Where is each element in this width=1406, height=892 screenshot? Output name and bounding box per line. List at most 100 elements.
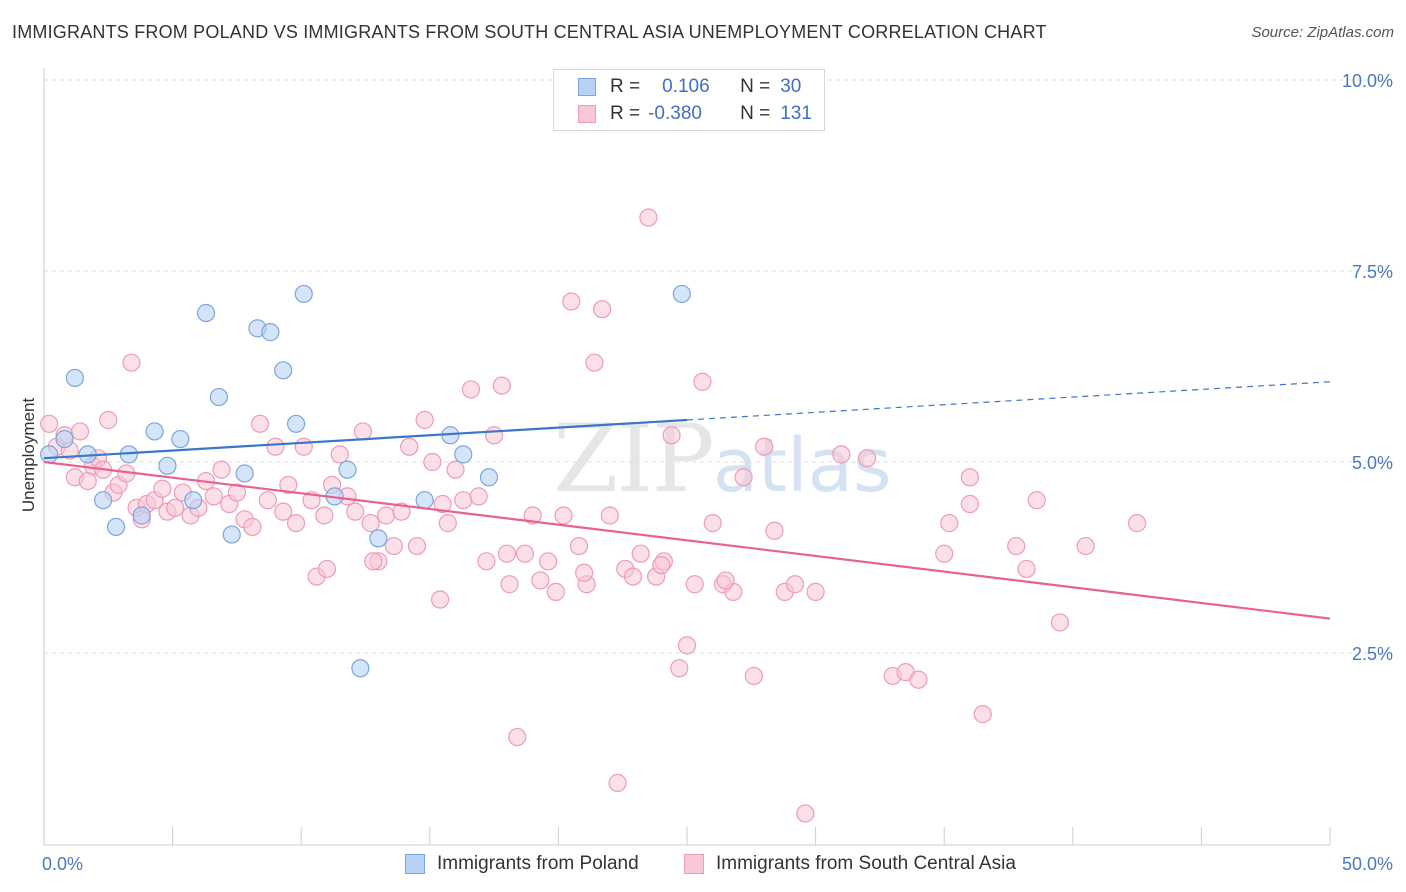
trend-lines [43, 381, 1331, 620]
grid-lines [44, 79, 1392, 654]
sca-point [497, 544, 517, 563]
sca-point [639, 208, 658, 227]
sca-point [361, 514, 380, 533]
sca-point [317, 559, 337, 579]
legend-r-value: 0.106 [662, 76, 710, 97]
sca-point [1076, 536, 1095, 556]
y-tick-label: 5.0% [1352, 453, 1393, 473]
poland-point [351, 659, 370, 678]
poland-point [369, 529, 388, 548]
sca-point [294, 437, 313, 456]
sca-point [575, 563, 594, 582]
sca-point [662, 426, 681, 445]
poland-point [55, 429, 74, 449]
sca-point [227, 483, 246, 502]
poland-point [196, 303, 216, 323]
sca-point [1007, 536, 1026, 556]
sca-point [485, 426, 504, 445]
legend-n-value: 131 [780, 103, 812, 124]
legend-r-label: R = [610, 103, 641, 124]
chart-source: Source: ZipAtlas.com [1251, 24, 1394, 41]
sca-point [407, 536, 427, 556]
sca-point [765, 521, 784, 540]
sca-point [623, 567, 643, 586]
y-tick-label: 10.0% [1342, 71, 1393, 91]
poland-points [40, 284, 691, 678]
sca-point [153, 479, 172, 498]
poland-point [235, 464, 254, 483]
sca-point [585, 353, 604, 372]
sca-point [744, 666, 763, 686]
poland-point [294, 284, 313, 304]
poland-trend-line [43, 418, 688, 460]
legend-r-value: -0.380 [648, 103, 702, 124]
sca-point [960, 468, 980, 487]
sca-point [415, 410, 434, 430]
sca-point [593, 300, 612, 319]
sca-point [364, 552, 383, 571]
sca-point [960, 494, 980, 514]
bottom-legend-label: Immigrants from South Central Asia [716, 853, 1016, 874]
legend-swatch-poland [578, 78, 596, 96]
sca-point [670, 659, 689, 678]
sca-point [243, 517, 262, 537]
sca-point [204, 487, 223, 506]
poland-point [454, 445, 473, 464]
sca-point [315, 506, 334, 525]
sca-point [400, 437, 419, 456]
watermark-atlas: atlas [712, 423, 892, 509]
sca-point [600, 506, 619, 525]
sca-point [446, 460, 465, 479]
sca-point [1050, 613, 1070, 632]
bottom-swatch-poland [405, 854, 425, 874]
poland-point [40, 445, 59, 464]
sca-point [433, 494, 452, 514]
sca-point [734, 468, 753, 487]
sca-point [703, 514, 722, 533]
sca-points [40, 208, 1147, 823]
legend-row-poland: R = 0.106 N = 30 [578, 75, 801, 99]
sca-point [477, 552, 496, 571]
sca-point [70, 422, 90, 441]
sca-point [330, 445, 349, 464]
sca-point [392, 502, 411, 521]
sca-point [353, 422, 373, 441]
poland-point [106, 517, 126, 537]
sca-point [785, 575, 805, 594]
poland-point [209, 387, 228, 407]
sca-point [562, 292, 581, 311]
poland-point [222, 525, 241, 544]
legend-n-value: 30 [780, 76, 802, 97]
sca-point [940, 514, 959, 533]
legend-swatch-sca [578, 105, 596, 123]
chart-title: IMMIGRANTS FROM POLAND VS IMMIGRANTS FRO… [12, 22, 1047, 42]
poland-point [132, 506, 151, 525]
sca-point [461, 380, 481, 399]
legend-n-label: N = [740, 76, 771, 97]
sca-point [693, 372, 712, 391]
sca-point [1027, 491, 1046, 510]
sca-point [546, 582, 565, 601]
sca-point [258, 491, 277, 510]
poland-point [184, 491, 203, 510]
poland-point [94, 491, 113, 510]
sca-point [755, 437, 774, 456]
sca-point [608, 773, 627, 792]
sca-point [423, 452, 442, 472]
tick-labels: 2.5% 5.0% 7.5% 10.0% 0.0% 50.0% Unemployment [19, 71, 1393, 874]
sca-point [515, 544, 535, 563]
y-tick-label: 7.5% [1352, 262, 1393, 282]
sca-point [250, 414, 270, 433]
sca-point [832, 445, 851, 464]
sca-point [274, 502, 293, 521]
x-tick-label: 0.0% [42, 854, 83, 874]
sca-point [122, 353, 141, 372]
axes [43, 68, 1331, 846]
correlation-legend: R = 0.106 N = 30 R = -0.380 N = 131 [553, 69, 825, 131]
sca-point [531, 571, 550, 590]
bottom-legend-sca: Immigrants from South Central Asia [684, 852, 1016, 876]
sca-point [438, 514, 457, 533]
bottom-swatch-sca [684, 854, 704, 874]
